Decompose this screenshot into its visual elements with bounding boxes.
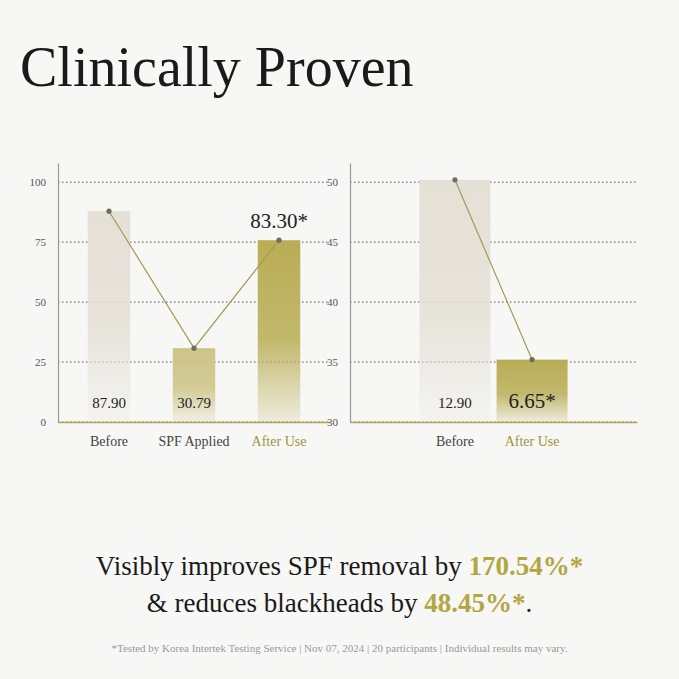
x-axis: Before SPF Applied After Use (59, 422, 331, 449)
x-tick-label: SPF Applied (158, 434, 229, 449)
y-tick-label: 40 (327, 296, 339, 308)
bar (419, 180, 490, 422)
y-tick: 100 (30, 176, 59, 188)
x-tick: After Use (505, 422, 560, 449)
x-tick-label: After Use (252, 434, 307, 449)
y-axis-line (350, 164, 351, 423)
marks (419, 177, 567, 422)
bar-annotation: 12.90 (438, 395, 472, 411)
caption-text: Visibly improves SPF removal by (96, 551, 469, 581)
bar (88, 211, 131, 422)
grid-line (350, 362, 637, 363)
point-marker (191, 346, 196, 351)
grid (350, 182, 637, 422)
panel: 30 35 40 45 50 Before After Use 12.90 6.65* (327, 164, 638, 449)
x-tick-label: Before (90, 434, 128, 449)
point-marker (106, 209, 111, 214)
bar-annotation: 83.30* (250, 209, 308, 233)
caption-text: & reduces blackheads by (147, 588, 424, 618)
x-tick: Before (436, 422, 474, 449)
x-tick: After Use (252, 422, 307, 449)
y-tick: 50 (327, 176, 350, 188)
grid-line (350, 422, 637, 423)
bar (258, 240, 301, 422)
caption-text: . (525, 588, 532, 618)
bar (497, 360, 568, 422)
grid-line (350, 242, 637, 243)
x-axis-line (351, 422, 638, 424)
grid-line (350, 302, 637, 303)
point-marker (276, 238, 281, 243)
y-tick-label: 45 (327, 236, 339, 248)
y-tick: 30 (327, 416, 350, 428)
point-marker (452, 177, 457, 182)
bar-annotation: 87.90 (92, 395, 126, 411)
y-tick-label: 50 (35, 296, 47, 308)
caption-highlight: 48.45%* (424, 588, 525, 618)
bar (173, 348, 216, 422)
y-tick: 40 (327, 296, 350, 308)
caption-highlight: 170.54%* (468, 551, 583, 581)
y-tick-label: 30 (327, 416, 339, 428)
panel: 0 25 50 75 100 Before SPF Applied After Use 87.9… (30, 164, 331, 449)
chart-canvas: Clinically Proven 0 25 50 75 100 Before SPF App… (0, 0, 679, 679)
y-axis: 30 35 40 45 50 (327, 164, 351, 429)
marks (88, 209, 301, 422)
y-axis-line (58, 164, 59, 423)
y-axis: 0 25 50 75 100 (30, 164, 59, 429)
y-tick-label: 25 (35, 356, 47, 368)
bar-annotation: 6.65* (508, 389, 555, 413)
background (0, 0, 679, 679)
caption-line: & reduces blackheads by 48.45%*. (147, 588, 532, 618)
y-tick-label: 0 (41, 416, 47, 428)
grid-line (58, 182, 330, 183)
caption-line: Visibly improves SPF removal by 170.54%* (96, 551, 583, 581)
point-marker (529, 357, 534, 362)
page-title: Clinically Proven (20, 36, 414, 98)
y-tick-label: 75 (35, 236, 47, 248)
y-tick-label: 100 (30, 176, 47, 188)
x-tick: Before (90, 422, 128, 449)
trend-line (455, 180, 532, 360)
x-axis: Before After Use (351, 422, 638, 449)
y-tick: 75 (35, 236, 58, 248)
x-tick-label: Before (436, 434, 474, 449)
x-tick: SPF Applied (158, 422, 229, 449)
grid-line (350, 182, 637, 183)
y-tick: 25 (35, 356, 58, 368)
y-tick: 50 (35, 296, 58, 308)
footnote: *Tested by Korea Intertek Testing Servic… (112, 642, 568, 654)
y-tick-label: 50 (327, 176, 339, 188)
grid (58, 182, 330, 422)
y-tick: 45 (327, 236, 350, 248)
y-tick: 0 (41, 416, 59, 428)
x-axis-line (59, 422, 331, 424)
y-tick: 35 (327, 356, 350, 368)
y-tick-label: 35 (327, 356, 339, 368)
bar-annotation: 30.79 (177, 395, 211, 411)
x-tick-label: After Use (505, 434, 560, 449)
